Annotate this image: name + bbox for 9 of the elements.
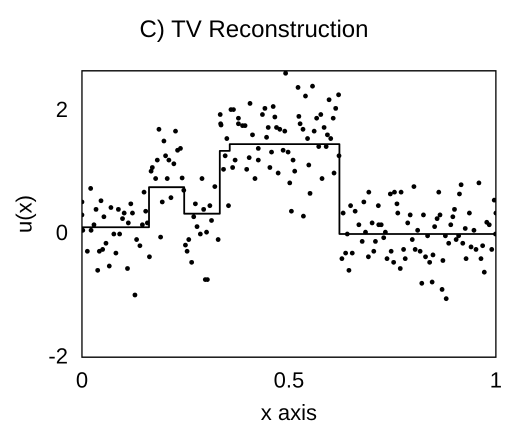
x-tick-label: 0 bbox=[76, 367, 88, 392]
x-tick-label: 1 bbox=[490, 367, 502, 392]
y-tick-label: 2 bbox=[56, 96, 68, 122]
x-axis-title: x axis bbox=[260, 400, 318, 425]
chart-title: C) TV Reconstruction bbox=[140, 16, 368, 44]
y-tick-label: 0 bbox=[56, 220, 68, 246]
y-axis-title: u(x) bbox=[11, 195, 36, 233]
y-tick-label: -2 bbox=[48, 343, 68, 368]
x-tick-label: 0.5 bbox=[274, 367, 304, 392]
